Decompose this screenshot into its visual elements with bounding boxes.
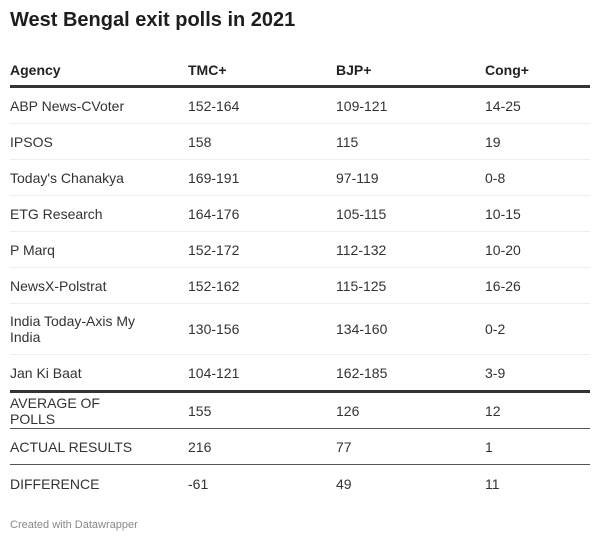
table-cell: 115	[336, 123, 485, 160]
table-cell: 158	[188, 123, 336, 160]
row-label-text: P Marq	[10, 241, 55, 258]
row-label-text: DIFFERENCE	[10, 475, 100, 492]
table-cell: 126	[336, 391, 485, 429]
row-label-text: India Today-Axis My India	[10, 313, 136, 345]
table-row: ABP News-CVoter 152-164 109-121 14-25	[10, 86, 590, 124]
table-cell: 152-162	[188, 267, 336, 304]
column-header: TMC+	[188, 55, 336, 88]
column-header: BJP+	[336, 55, 485, 88]
table-cell: 109-121	[336, 86, 485, 124]
row-label: ABP News-CVoter	[10, 86, 188, 124]
footer-credit: Created with Datawrapper	[10, 519, 138, 531]
table-cell: 1	[485, 428, 590, 465]
row-label: AVERAGE OF POLLS	[10, 391, 188, 429]
table-cell: 115-125	[336, 267, 485, 304]
table-row: IPSOS 158 115 19	[10, 123, 590, 160]
row-label-text: ACTUAL RESULTS	[10, 438, 133, 455]
table-cell: 77	[336, 428, 485, 465]
table-row: Today's Chanakya 169-191 97-119 0-8	[10, 159, 590, 196]
header-row: Agency TMC+ BJP+ Cong+	[10, 55, 590, 88]
table-cell: 112-132	[336, 231, 485, 268]
row-label: ACTUAL RESULTS	[10, 428, 188, 465]
exit-poll-table: Agency TMC+ BJP+ Cong+ ABP News-CVoter 152-1…	[10, 55, 590, 502]
summary-row: DIFFERENCE -61 49 11	[10, 465, 590, 503]
table-row: Jan Ki Baat 104-121 162-185 3-9	[10, 354, 590, 393]
table-row: NewsX-Polstrat 152-162 115-125 16-26	[10, 267, 590, 304]
table-cell: 3-9	[485, 354, 590, 393]
table-cell: 16-26	[485, 267, 590, 304]
row-label: IPSOS	[10, 123, 188, 160]
table-cell: 12	[485, 391, 590, 429]
table-cell: 97-119	[336, 159, 485, 196]
row-label: P Marq	[10, 231, 188, 268]
row-label-text: Today's Chanakya	[10, 169, 124, 186]
table-cell: 0-8	[485, 159, 590, 196]
table-cell: 0-2	[485, 303, 590, 355]
table-cell: 130-156	[188, 303, 336, 355]
row-label-text: IPSOS	[10, 133, 53, 150]
table-row: India Today-Axis My India 130-156 134-160 0…	[10, 303, 590, 355]
row-label: DIFFERENCE	[10, 465, 188, 503]
row-label-text: ABP News-CVoter	[10, 97, 125, 114]
row-label-text: NewsX-Polstrat	[10, 277, 107, 294]
chart-title: West Bengal exit polls in 2021	[10, 9, 296, 31]
row-label-text: AVERAGE OF POLLS	[10, 394, 100, 427]
table-cell: 104-121	[188, 354, 336, 393]
table-cell: -61	[188, 475, 209, 492]
row-label: Today's Chanakya	[10, 159, 188, 196]
table-cell: 169-191	[188, 159, 336, 196]
table-cell: 14-25	[485, 86, 590, 124]
row-label: India Today-Axis My India	[10, 303, 188, 355]
table-cell: 49	[336, 475, 352, 492]
table-cell: 152-164	[188, 86, 336, 124]
row-label: NewsX-Polstrat	[10, 267, 188, 304]
table-cell: 164-176	[188, 195, 336, 232]
row-label: Jan Ki Baat	[10, 354, 188, 393]
row-label: ETG Research	[10, 195, 188, 232]
table-cell: 10-20	[485, 231, 590, 268]
table-cell: 152-172	[188, 231, 336, 268]
table-cell: 11	[485, 475, 500, 492]
table-cell: 155	[188, 391, 336, 429]
table-cell: 105-115	[336, 195, 485, 232]
table-cell: 19	[485, 123, 590, 160]
summary-row: AVERAGE OF POLLS 155 126 12	[10, 391, 590, 429]
table-cell: 10-15	[485, 195, 590, 232]
table-cell: 216	[188, 428, 336, 465]
summary-row: ACTUAL RESULTS 216 77 1	[10, 428, 590, 465]
table-cell: 162-185	[336, 354, 485, 393]
column-header: Cong+	[485, 55, 590, 88]
row-label-text: Jan Ki Baat	[10, 364, 82, 381]
row-label-text: ETG Research	[10, 205, 103, 222]
column-header: Agency	[10, 55, 188, 88]
table-row: P Marq 152-172 112-132 10-20	[10, 231, 590, 268]
table-cell: 134-160	[336, 303, 485, 355]
table-row: ETG Research 164-176 105-115 10-15	[10, 195, 590, 232]
